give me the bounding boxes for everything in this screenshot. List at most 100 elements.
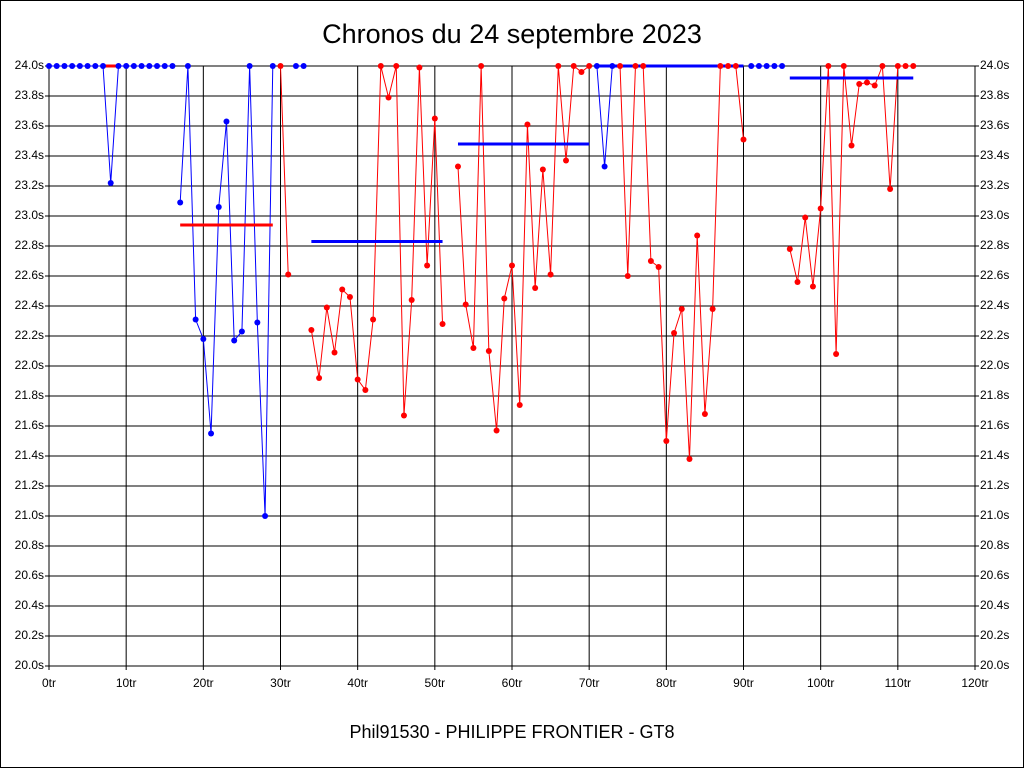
- x-tick-label: 70tr: [579, 676, 600, 690]
- point: [169, 63, 176, 69]
- point: [69, 63, 76, 69]
- point: [192, 316, 199, 323]
- x-tick-label: 20tr: [193, 676, 214, 690]
- point: [277, 63, 284, 69]
- y2-tick-label: 22.0s: [980, 358, 1009, 372]
- y-tick-label: 22.4s: [15, 298, 44, 312]
- y-tick-label: 23.6s: [15, 118, 44, 132]
- y-tick-label: 20.4s: [15, 598, 44, 612]
- point: [485, 348, 492, 354]
- y-tick-label: 21.8s: [15, 388, 44, 402]
- y-tick-label: 21.4s: [15, 448, 44, 462]
- point: [107, 180, 114, 186]
- y2-tick-label: 23.8s: [980, 88, 1009, 102]
- point: [570, 63, 577, 69]
- point: [370, 316, 377, 323]
- point: [138, 63, 145, 69]
- y2-tick-label: 22.2s: [980, 328, 1009, 342]
- point: [300, 63, 307, 69]
- point: [763, 63, 770, 69]
- point: [671, 330, 678, 336]
- point: [439, 321, 446, 327]
- y-tick-label: 22.6s: [15, 268, 44, 282]
- point: [694, 232, 701, 239]
- point: [308, 327, 315, 333]
- point: [802, 214, 809, 221]
- y2-tick-label: 20.2s: [980, 628, 1009, 642]
- point: [238, 328, 245, 335]
- x-tick-label: 40tr: [347, 676, 368, 690]
- series-line: [310, 65, 444, 416]
- y2-tick-label: 23.4s: [980, 148, 1009, 162]
- point: [431, 115, 438, 122]
- point: [809, 283, 816, 290]
- point: [617, 63, 624, 69]
- point: [416, 64, 423, 71]
- point: [501, 295, 508, 302]
- y2-tick-label: 23.2s: [980, 178, 1009, 192]
- point: [678, 306, 685, 312]
- point: [177, 199, 184, 206]
- point: [555, 63, 562, 69]
- point: [686, 456, 693, 462]
- point: [524, 121, 531, 128]
- point: [709, 306, 716, 312]
- point: [624, 273, 631, 279]
- point: [593, 63, 600, 69]
- y-tick-label: 20.0s: [15, 658, 44, 672]
- x-tick-label: 50tr: [424, 676, 445, 690]
- point: [262, 513, 269, 519]
- point: [184, 63, 191, 69]
- point: [740, 136, 747, 143]
- point: [478, 63, 485, 69]
- point: [215, 204, 222, 210]
- y2-tick-label: 20.4s: [980, 598, 1009, 612]
- point: [377, 63, 384, 69]
- y2-tick-label: 21.2s: [980, 478, 1009, 492]
- point: [246, 63, 253, 69]
- point: [76, 63, 83, 69]
- point: [493, 427, 500, 434]
- x-tick-label: 0tr: [42, 676, 56, 690]
- point: [470, 345, 477, 351]
- point: [779, 63, 786, 69]
- y-tick-label: 22.0s: [15, 358, 44, 372]
- point: [385, 94, 392, 101]
- point: [817, 205, 824, 212]
- x-tick-label: 110tr: [885, 676, 911, 690]
- point: [400, 412, 407, 419]
- point: [609, 63, 616, 69]
- point: [863, 79, 870, 86]
- point: [539, 166, 546, 173]
- point: [100, 63, 107, 69]
- point: [887, 186, 894, 192]
- y2-tick-label: 23.6s: [980, 118, 1009, 132]
- point: [856, 81, 863, 87]
- y-tick-label: 23.8s: [15, 88, 44, 102]
- y-tick-label: 21.0s: [15, 508, 44, 522]
- y2-tick-label: 20.8s: [980, 538, 1009, 552]
- x-tick-label: 10tr: [116, 676, 137, 690]
- point: [161, 63, 168, 69]
- point: [331, 349, 338, 356]
- point: [393, 63, 400, 69]
- point: [825, 63, 832, 69]
- y2-tick-label: 24.0s: [980, 58, 1009, 72]
- point: [732, 63, 739, 69]
- point: [833, 351, 840, 357]
- y-tick-label: 23.2s: [15, 178, 44, 192]
- point: [786, 246, 793, 252]
- point: [840, 63, 847, 69]
- point: [655, 264, 662, 270]
- point: [254, 319, 261, 326]
- point: [346, 294, 353, 300]
- point: [454, 163, 461, 170]
- point: [563, 157, 570, 164]
- point: [146, 63, 153, 69]
- point: [509, 262, 515, 269]
- point: [92, 63, 99, 69]
- y-tick-label: 21.6s: [15, 418, 44, 432]
- point: [717, 63, 724, 69]
- point: [748, 63, 755, 69]
- point: [516, 402, 523, 408]
